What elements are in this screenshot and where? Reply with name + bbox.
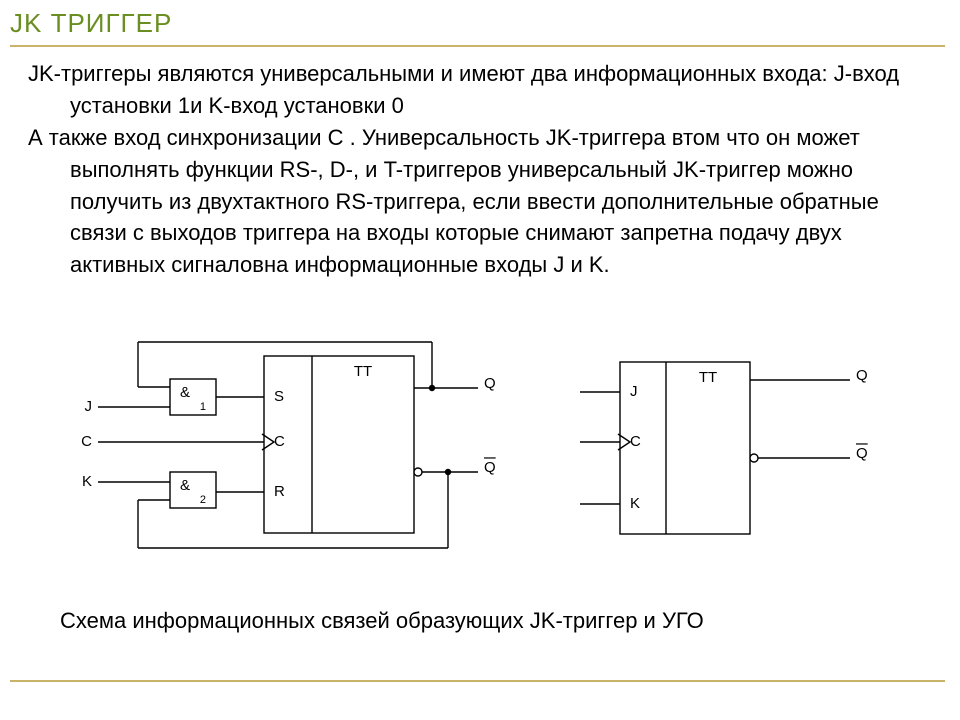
svg-text:TT: TT bbox=[699, 369, 717, 386]
body-text: JK-триггеры являются универсальными и им… bbox=[28, 58, 938, 281]
caption: Схема информационных связей образующих J… bbox=[60, 608, 704, 634]
circuit-svg: JCK&1&2TTSCRQQTTJCKQQ bbox=[60, 332, 880, 592]
svg-text:2: 2 bbox=[200, 494, 206, 506]
svg-text:&: & bbox=[180, 384, 190, 401]
paragraph-1: JK-триггеры являются универсальными и им… bbox=[28, 58, 938, 122]
svg-text:Q: Q bbox=[856, 445, 868, 462]
svg-text:S: S bbox=[274, 388, 284, 405]
svg-text:J: J bbox=[630, 383, 638, 400]
page-title: JK ТРИГГЕР bbox=[10, 8, 172, 39]
svg-text:K: K bbox=[630, 495, 640, 512]
svg-text:J: J bbox=[85, 398, 93, 415]
svg-text:TT: TT bbox=[354, 363, 372, 380]
svg-text:C: C bbox=[274, 433, 285, 450]
rule-top bbox=[10, 45, 945, 47]
svg-text:K: K bbox=[82, 473, 92, 490]
svg-text:Q: Q bbox=[856, 367, 868, 384]
svg-text:Q: Q bbox=[484, 459, 496, 476]
svg-text:&: & bbox=[180, 477, 190, 494]
svg-text:Q: Q bbox=[484, 375, 496, 392]
svg-text:R: R bbox=[274, 483, 285, 500]
diagram-area: JCK&1&2TTSCRQQTTJCKQQ bbox=[60, 332, 880, 592]
rule-bottom bbox=[10, 680, 945, 682]
svg-text:1: 1 bbox=[200, 401, 206, 413]
paragraph-2: А также вход синхронизации C . Универсал… bbox=[28, 122, 938, 281]
svg-text:C: C bbox=[630, 433, 641, 450]
svg-text:C: C bbox=[81, 433, 92, 450]
